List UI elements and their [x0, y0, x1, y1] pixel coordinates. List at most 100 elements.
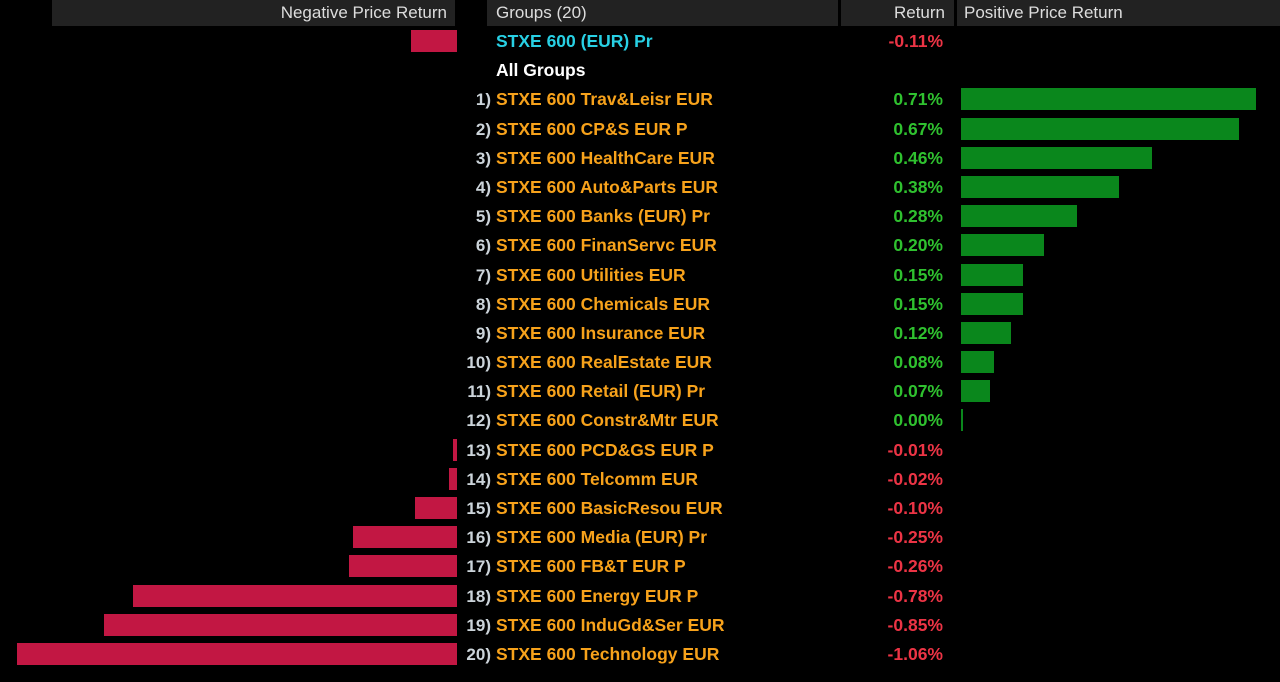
negative-return-bar	[104, 613, 457, 636]
table-row: 18) STXE 600 Energy EUR P -0.78%	[0, 582, 1280, 611]
row-rank[interactable]: 19)	[466, 615, 491, 635]
group-label[interactable]: STXE 600 Utilities EUR	[496, 264, 686, 285]
row-rank[interactable]: 3)	[475, 148, 491, 168]
header-groups-count: Groups (20)	[487, 0, 838, 26]
group-label[interactable]: STXE 600 Chemicals EUR	[496, 293, 710, 314]
row-rank[interactable]: 11)	[467, 382, 491, 402]
group-label[interactable]: STXE 600 Constr&Mtr EUR	[496, 410, 719, 431]
group-label[interactable]: STXE 600 Trav&Leisr EUR	[496, 89, 713, 110]
positive-return-bar	[961, 117, 1239, 140]
row-rank[interactable]: 9)	[475, 323, 491, 343]
table-row: 12) STXE 600 Constr&Mtr EUR 0.00%	[0, 406, 1280, 435]
negative-return-bar	[133, 584, 457, 607]
positive-return-bar	[961, 234, 1044, 257]
return-value: -0.78%	[887, 585, 943, 606]
table-row: 13) STXE 600 PCD&GS EUR P -0.01%	[0, 436, 1280, 465]
row-rank[interactable]: 20)	[466, 644, 491, 664]
positive-return-bar	[961, 263, 1023, 286]
group-label[interactable]: STXE 600 Technology EUR	[496, 643, 720, 664]
index-return-value: -0.11%	[888, 31, 943, 51]
row-rank[interactable]: 7)	[475, 265, 491, 285]
all-groups-label[interactable]: All Groups	[496, 60, 586, 81]
header-positive-price-return: Positive Price Return	[957, 0, 1280, 26]
return-value: -0.01%	[887, 439, 943, 460]
return-value: 0.46%	[893, 147, 943, 168]
table-row: 17) STXE 600 FB&T EUR P -0.26%	[0, 552, 1280, 581]
table-row: 16) STXE 600 Media (EUR) Pr -0.25%	[0, 523, 1280, 552]
table-row: 4) STXE 600 Auto&Parts EUR 0.38%	[0, 173, 1280, 202]
index-label[interactable]: STXE 600 (EUR) Pr	[496, 31, 653, 51]
row-rank[interactable]: 1)	[475, 90, 491, 110]
positive-return-bar	[961, 321, 1011, 344]
positive-return-bar	[961, 351, 994, 374]
table-row: 5) STXE 600 Banks (EUR) Pr 0.28%	[0, 202, 1280, 231]
group-label[interactable]: STXE 600 Insurance EUR	[496, 322, 706, 343]
positive-return-bar	[961, 146, 1152, 169]
return-value: -0.10%	[887, 498, 943, 518]
positive-return-bar	[961, 380, 990, 403]
row-rank[interactable]: 17)	[466, 557, 491, 577]
return-value: -0.25%	[887, 527, 943, 548]
positive-return-bar	[961, 175, 1119, 198]
return-value: 0.12%	[893, 322, 943, 343]
group-label[interactable]: STXE 600 FB&T EUR P	[496, 556, 686, 577]
row-rank[interactable]: 15)	[466, 499, 491, 518]
row-rank[interactable]: 16)	[466, 528, 491, 548]
table-row: 8) STXE 600 Chemicals EUR 0.15%	[0, 290, 1280, 319]
table-row: 10) STXE 600 RealEstate EUR 0.08%	[0, 348, 1280, 377]
return-value: 0.28%	[893, 206, 943, 227]
row-rank[interactable]: 10)	[466, 353, 491, 373]
group-label[interactable]: STXE 600 Energy EUR P	[496, 585, 699, 606]
return-value: 0.08%	[893, 352, 943, 373]
row-rank[interactable]: 12)	[466, 411, 491, 431]
return-value: 0.38%	[893, 176, 943, 197]
group-label[interactable]: STXE 600 CP&S EUR P	[496, 118, 688, 139]
row-rank[interactable]: 2)	[475, 119, 491, 139]
group-label[interactable]: STXE 600 FinanServc EUR	[496, 235, 717, 256]
table-row: 3) STXE 600 HealthCare EUR 0.46%	[0, 144, 1280, 173]
return-value: 0.67%	[893, 118, 943, 139]
return-value: 0.00%	[893, 410, 943, 431]
positive-return-bar	[961, 292, 1023, 315]
table-row: 7) STXE 600 Utilities EUR 0.15%	[0, 261, 1280, 290]
row-rank[interactable]: 8)	[475, 294, 491, 314]
header-return: Return	[841, 0, 954, 26]
row-rank[interactable]: 14)	[466, 469, 491, 489]
negative-return-bar	[411, 30, 457, 52]
positive-return-bar	[961, 409, 963, 432]
group-label[interactable]: STXE 600 Media (EUR) Pr	[496, 527, 708, 548]
table-row: 19) STXE 600 InduGd&Ser EUR -0.85%	[0, 611, 1280, 640]
negative-return-bar	[349, 555, 457, 578]
table-row: 2) STXE 600 CP&S EUR P 0.67%	[0, 115, 1280, 144]
positive-return-bar	[961, 88, 1256, 111]
return-value: -1.06%	[887, 643, 943, 664]
group-label[interactable]: STXE 600 Retail (EUR) Pr	[496, 381, 706, 402]
return-value: 0.07%	[893, 381, 943, 402]
negative-return-bar	[17, 642, 457, 665]
positive-return-bar	[961, 205, 1077, 228]
negative-return-bar	[415, 497, 457, 519]
return-value: -0.26%	[887, 556, 943, 577]
table-row: 11) STXE 600 Retail (EUR) Pr 0.07%	[0, 377, 1280, 406]
row-rank[interactable]: 6)	[475, 236, 491, 256]
all-groups-row: All Groups	[0, 56, 1280, 85]
group-label[interactable]: STXE 600 Auto&Parts EUR	[496, 176, 719, 197]
group-label[interactable]: STXE 600 Telcomm EUR	[496, 468, 698, 489]
group-label[interactable]: STXE 600 RealEstate EUR	[496, 352, 712, 373]
group-label[interactable]: STXE 600 InduGd&Ser EUR	[496, 614, 725, 635]
row-rank[interactable]: 18)	[466, 586, 491, 606]
row-rank[interactable]: 13)	[466, 440, 491, 460]
header-negative-price-return: Negative Price Return	[52, 0, 455, 26]
row-rank[interactable]: 5)	[475, 207, 491, 227]
negative-return-bar	[353, 526, 457, 549]
return-value: 0.15%	[893, 264, 943, 285]
index-row: STXE 600 (EUR) Pr -0.11%	[0, 27, 1280, 56]
group-label[interactable]: STXE 600 HealthCare EUR	[496, 147, 715, 168]
group-rows: STXE 600 (EUR) Pr -0.11% All Groups 1) S…	[0, 27, 1280, 669]
group-label[interactable]: STXE 600 BasicResou EUR	[496, 498, 723, 518]
group-label[interactable]: STXE 600 PCD&GS EUR P	[496, 439, 714, 460]
group-label[interactable]: STXE 600 Banks (EUR) Pr	[496, 206, 710, 227]
row-rank[interactable]: 4)	[475, 177, 491, 197]
negative-return-bar	[453, 438, 457, 461]
